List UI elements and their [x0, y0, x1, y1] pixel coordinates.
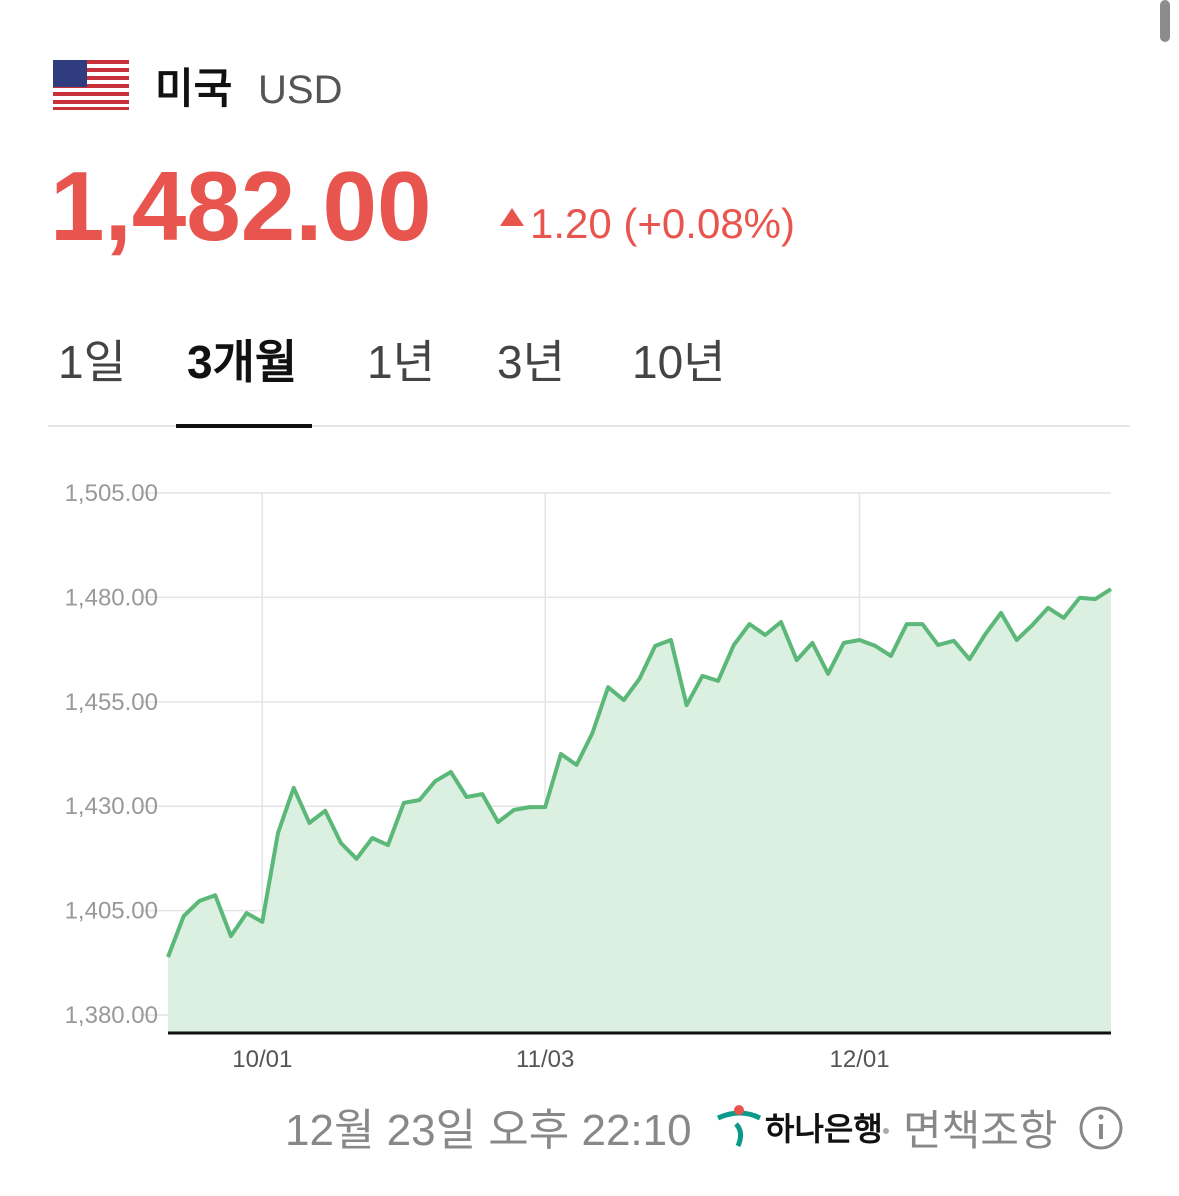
bank-logo	[716, 1105, 762, 1147]
y-tick-label: 1,430.00	[65, 793, 158, 820]
flag	[53, 60, 129, 110]
disclaimer[interactable]: 면책조항	[903, 1107, 1058, 1154]
y-tick-label: 1,405.00	[65, 898, 158, 925]
y-tick-label: 1,455.00	[65, 689, 158, 716]
x-tick-label: 11/03	[516, 1046, 574, 1073]
country: 미국	[155, 65, 232, 112]
x-tick-label: 12/01	[830, 1046, 890, 1073]
scrollbar	[1160, 0, 1170, 42]
tab-active[interactable]: 3개월	[187, 336, 297, 388]
tab[interactable]: 10년	[632, 336, 726, 388]
y-tick-label: 1,480.00	[65, 584, 158, 611]
line	[166, 587, 1113, 958]
tab[interactable]: 3년	[497, 336, 565, 388]
chart: 1,380.00 1,405.00 1,430.00 1,455.00 1,480.00…	[65, 480, 1113, 1073]
up-arrow	[500, 208, 524, 226]
area	[168, 589, 1111, 1033]
tab-divider	[48, 425, 1130, 427]
price: 1,482.00	[50, 151, 431, 261]
y-tick-label: 1,380.00	[65, 1002, 158, 1029]
y-tick-label: 1,505.00	[65, 480, 158, 507]
currency: USD	[258, 68, 342, 112]
separator	[883, 1128, 889, 1134]
x-tick-label: 10/01	[232, 1046, 292, 1073]
info-icon[interactable]	[1079, 1106, 1123, 1150]
bank-name: 하나은행	[765, 1111, 883, 1147]
timestamp: 12월 23일 오후 22:10	[285, 1106, 692, 1155]
tab[interactable]: 1년	[367, 336, 435, 388]
price-change: 1.20 (+0.08%)	[530, 200, 795, 247]
tab[interactable]: 1일	[58, 336, 126, 388]
tab-underline	[176, 424, 312, 428]
